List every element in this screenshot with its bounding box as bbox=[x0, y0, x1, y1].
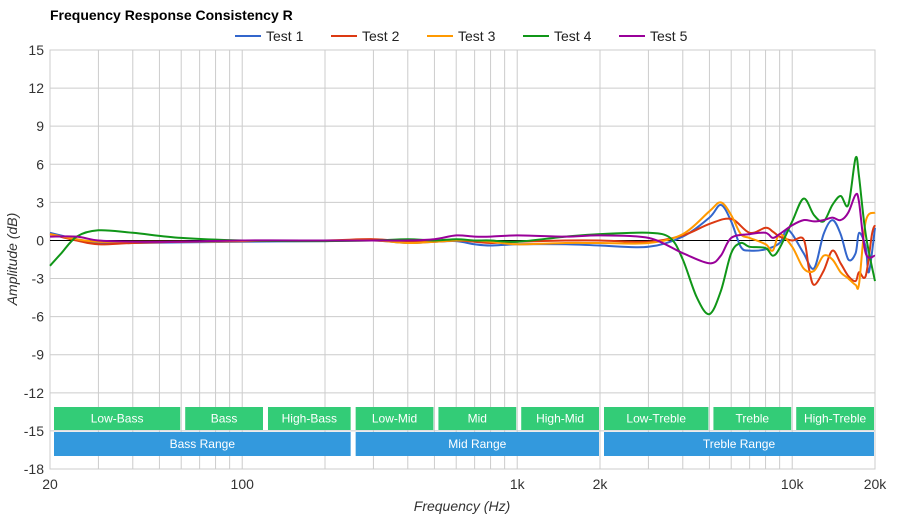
band-treble-label: Treble bbox=[736, 412, 770, 426]
y-tick-label: -3 bbox=[32, 271, 45, 287]
y-axis-ticks: 15 12 9 6 3 0 -3 -6 -9 -12 -15 -18 bbox=[24, 42, 44, 477]
series-line-test-5 bbox=[49, 192, 876, 265]
series-line-test-2 bbox=[49, 217, 876, 286]
band-treble-range bbox=[604, 432, 874, 456]
legend: Test 1 Test 2 Test 3 Test 4 Test 5 bbox=[235, 28, 688, 44]
y-tick-label: 9 bbox=[36, 118, 44, 134]
y-tick-label: 15 bbox=[28, 42, 44, 58]
x-tick-label: 10k bbox=[781, 476, 805, 492]
band-high-bass-label: High-Bass bbox=[282, 412, 337, 426]
legend-label-test-1: Test 1 bbox=[266, 28, 304, 44]
band-low-mid-label: Low-Mid bbox=[372, 412, 417, 426]
y-tick-label: 12 bbox=[28, 80, 44, 96]
band-mid-label: Mid bbox=[468, 412, 487, 426]
legend-label-test-5: Test 5 bbox=[650, 28, 688, 44]
x-tick-label: 100 bbox=[231, 476, 255, 492]
y-tick-label: 6 bbox=[36, 156, 44, 172]
band-high-treble bbox=[796, 407, 874, 430]
band-bass-label: Bass bbox=[211, 412, 238, 426]
band-mid-range bbox=[355, 432, 599, 456]
band-mid bbox=[438, 407, 517, 430]
y-tick-label: -18 bbox=[24, 461, 44, 477]
x-tick-label: 20k bbox=[864, 476, 888, 492]
band-high-mid bbox=[521, 407, 599, 430]
band-treble-range-label: Treble Range bbox=[703, 437, 776, 451]
y-tick-label: -9 bbox=[32, 347, 45, 363]
band-high-mid-label: High-Mid bbox=[536, 412, 584, 426]
y-tick-label: 0 bbox=[36, 232, 44, 248]
band-bass-range-label: Bass Range bbox=[170, 437, 236, 451]
grid bbox=[49, 49, 876, 470]
plot-frame bbox=[49, 49, 876, 470]
band-low-mid bbox=[355, 407, 434, 430]
chart-title: Frequency Response Consistency R bbox=[50, 7, 293, 23]
y-axis-label: Amplitude (dB) bbox=[4, 213, 20, 307]
band-bass-range bbox=[54, 432, 351, 456]
legend-label-test-3: Test 3 bbox=[458, 28, 496, 44]
y-tick-label: -15 bbox=[24, 423, 44, 439]
x-axis-label: Frequency (Hz) bbox=[414, 498, 510, 514]
band-low-bass-label: Low-Bass bbox=[91, 412, 144, 426]
band-low-bass bbox=[54, 407, 181, 430]
series-lines bbox=[49, 155, 876, 316]
band-high-bass bbox=[267, 407, 351, 430]
band-low-treble bbox=[604, 407, 709, 430]
frequency-bands: Low-Bass Bass High-Bass Low-Mid Mid High-Mid L… bbox=[54, 407, 874, 456]
band-bass bbox=[185, 407, 263, 430]
y-tick-label: -12 bbox=[24, 385, 44, 401]
band-mid-range-label: Mid Range bbox=[448, 437, 506, 451]
band-low-treble-label: Low-Treble bbox=[626, 412, 686, 426]
x-tick-label: 2k bbox=[593, 476, 609, 492]
legend-label-test-4: Test 4 bbox=[554, 28, 592, 44]
y-tick-label: 3 bbox=[36, 194, 44, 210]
y-tick-label: -6 bbox=[32, 309, 45, 325]
legend-label-test-2: Test 2 bbox=[362, 28, 400, 44]
band-high-treble-label: High-Treble bbox=[804, 412, 867, 426]
x-axis-ticks: 20 100 1k 2k 10k 20k bbox=[42, 476, 887, 492]
x-tick-label: 20 bbox=[42, 476, 58, 492]
series-line-test-3 bbox=[49, 201, 876, 290]
x-tick-label: 1k bbox=[510, 476, 526, 492]
band-treble bbox=[713, 407, 792, 430]
